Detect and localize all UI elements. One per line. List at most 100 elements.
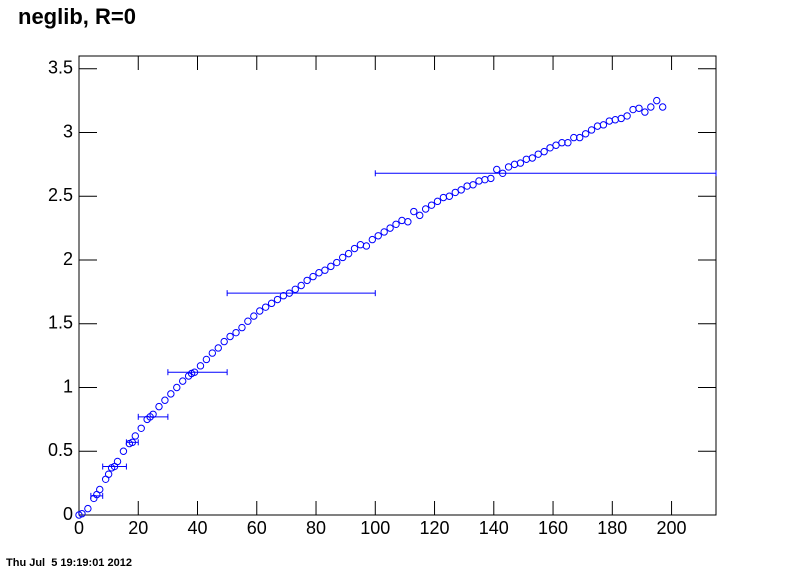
point [214, 344, 222, 352]
point [605, 117, 614, 125]
plot-frame [78, 55, 717, 516]
point [481, 175, 489, 184]
point [119, 447, 128, 455]
x-tick-label: 60 [247, 518, 267, 538]
x-tick-label: 160 [538, 518, 568, 538]
point [338, 253, 347, 262]
x-tick-label: 200 [657, 518, 687, 538]
chart-title: neglib, R=0 [18, 4, 136, 29]
error-bar [226, 290, 376, 297]
point [333, 258, 341, 267]
point [226, 332, 234, 341]
point [599, 121, 608, 129]
point [611, 116, 619, 124]
point [279, 292, 288, 300]
point [510, 160, 519, 169]
point [356, 241, 365, 249]
point [344, 249, 353, 258]
point [528, 154, 537, 162]
y-tick-label: 1.5 [48, 313, 73, 333]
y-tick-label: 0.5 [48, 440, 73, 460]
point [380, 228, 388, 236]
point [303, 276, 311, 285]
point [261, 303, 270, 311]
x-tick-label: 0 [74, 518, 84, 538]
point [421, 205, 430, 213]
point [522, 155, 531, 163]
point [327, 262, 335, 271]
point [297, 281, 305, 290]
point [273, 295, 282, 304]
point [427, 201, 436, 209]
y-tick-label: 3.5 [48, 58, 73, 78]
point [658, 103, 667, 111]
point [445, 192, 454, 200]
point [617, 114, 625, 123]
point [576, 133, 584, 142]
point [84, 504, 92, 513]
point [190, 368, 199, 376]
point [475, 177, 483, 185]
x-tick-label: 140 [479, 518, 509, 538]
point [128, 438, 137, 447]
point [104, 470, 113, 478]
point [487, 174, 495, 183]
point [392, 220, 400, 229]
point [498, 169, 507, 178]
point [457, 186, 465, 194]
point [155, 402, 163, 411]
point [161, 396, 169, 404]
point [647, 103, 655, 111]
point [232, 328, 240, 337]
point [362, 242, 371, 250]
point [350, 244, 359, 253]
point [534, 150, 542, 158]
point [285, 289, 294, 297]
point [291, 285, 299, 294]
point [250, 312, 258, 320]
point [309, 272, 317, 281]
point [504, 163, 513, 171]
point [635, 104, 643, 112]
point [404, 218, 412, 226]
point [267, 299, 276, 308]
point [208, 349, 217, 357]
y-tick-label: 2 [63, 249, 73, 269]
point [439, 193, 448, 202]
x-tick-label: 120 [420, 518, 450, 538]
point [256, 307, 264, 315]
point [623, 112, 631, 120]
point [629, 105, 637, 114]
point [78, 510, 86, 518]
point [196, 362, 205, 370]
point [167, 390, 175, 398]
x-tick-label: 40 [187, 518, 207, 538]
point [374, 232, 382, 240]
point [451, 188, 459, 197]
point [178, 377, 187, 385]
point [238, 323, 246, 332]
y-tick-label: 3 [63, 121, 73, 141]
y-tick-label: 2.5 [48, 185, 73, 205]
x-tick-label: 80 [306, 518, 326, 538]
point [516, 159, 525, 167]
point [593, 122, 602, 130]
point [564, 139, 572, 147]
point [410, 207, 418, 216]
x-tick-label: 180 [597, 518, 627, 538]
point [398, 216, 406, 225]
point [653, 96, 661, 105]
point [137, 424, 145, 432]
x-tick-label: 100 [360, 518, 390, 538]
timestamp: Thu Jul 5 19:19:01 2012 [6, 557, 132, 569]
point [463, 182, 471, 190]
point [546, 144, 554, 152]
point [244, 317, 252, 325]
point [587, 126, 596, 134]
point [202, 355, 211, 364]
point [641, 108, 649, 116]
y-tick-label: 1 [63, 376, 73, 396]
error-bar [374, 170, 717, 177]
point [149, 410, 157, 418]
